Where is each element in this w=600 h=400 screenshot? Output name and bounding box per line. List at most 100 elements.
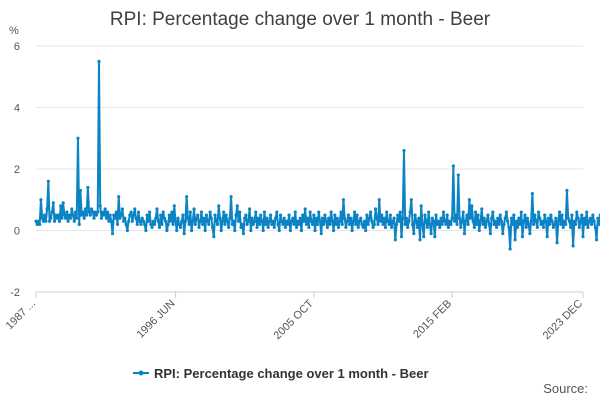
data-point — [115, 222, 120, 226]
data-point — [446, 225, 451, 230]
data-point — [423, 213, 427, 217]
data-point — [88, 213, 92, 217]
data-point — [555, 241, 559, 245]
data-point — [250, 216, 254, 220]
data-point — [246, 219, 250, 223]
data-point — [596, 216, 600, 220]
data-point — [215, 222, 220, 226]
data-point — [283, 225, 288, 230]
data-point — [117, 195, 121, 199]
data-point — [266, 225, 270, 230]
data-point — [394, 222, 399, 226]
data-point — [80, 213, 84, 217]
data-point — [122, 219, 126, 223]
data-point — [566, 216, 570, 220]
data-point — [138, 219, 142, 223]
data-point — [586, 225, 590, 230]
series-line — [35, 60, 600, 250]
data-point — [515, 225, 520, 230]
data-point — [487, 222, 491, 226]
data-point — [386, 219, 390, 223]
data-point — [457, 216, 462, 220]
data-point — [398, 210, 402, 214]
legend[interactable]: RPI: Percentage change over 1 month - Be… — [133, 366, 429, 381]
data-point — [325, 225, 329, 230]
data-point — [585, 210, 589, 214]
data-point — [278, 213, 283, 217]
data-point — [135, 222, 139, 226]
data-point — [131, 213, 136, 217]
data-point — [577, 225, 581, 230]
data-point — [331, 228, 336, 233]
data-point — [151, 219, 155, 223]
data-point — [277, 228, 281, 233]
data-point — [123, 216, 127, 220]
data-point — [359, 216, 363, 220]
data-point — [271, 219, 275, 223]
data-point — [273, 216, 278, 220]
data-point — [403, 222, 407, 226]
data-point — [203, 228, 207, 233]
data-point — [181, 213, 185, 217]
data-point — [299, 228, 304, 233]
data-point — [486, 213, 490, 217]
data-point — [357, 219, 362, 223]
data-point — [112, 213, 116, 217]
data-point — [511, 222, 515, 226]
data-point — [245, 222, 249, 226]
data-point — [525, 216, 530, 220]
data-point — [82, 216, 86, 220]
data-point — [438, 225, 442, 230]
data-point — [182, 231, 186, 236]
data-point — [369, 210, 373, 214]
data-point — [313, 228, 317, 233]
data-point — [475, 222, 479, 226]
data-point — [503, 216, 507, 220]
data-point — [478, 219, 483, 223]
data-point — [293, 210, 297, 214]
data-point — [213, 213, 217, 217]
data-point — [282, 216, 286, 220]
data-point — [103, 207, 107, 211]
data-point — [144, 228, 148, 233]
data-point — [456, 173, 460, 177]
data-point — [270, 222, 274, 226]
data-point — [387, 222, 391, 226]
data-point — [529, 219, 533, 223]
y-tick-label: -2 — [10, 287, 20, 299]
data-point — [399, 235, 404, 239]
data-point — [46, 179, 50, 183]
data-point — [413, 213, 417, 217]
data-point — [54, 213, 58, 217]
data-point — [519, 210, 523, 214]
data-point — [83, 207, 87, 211]
data-point — [97, 59, 101, 63]
data-point — [377, 198, 381, 202]
data-point — [490, 216, 494, 220]
data-point — [312, 213, 316, 217]
data-point — [339, 210, 343, 214]
data-point — [508, 247, 512, 251]
data-point — [461, 210, 465, 214]
data-point — [480, 207, 484, 211]
data-point — [120, 207, 125, 211]
data-point — [406, 225, 410, 230]
data-point — [462, 231, 467, 236]
data-point — [523, 213, 527, 217]
data-point — [335, 216, 339, 220]
data-point — [227, 225, 231, 230]
data-point — [451, 164, 455, 168]
data-point — [576, 216, 580, 220]
data-point — [64, 216, 68, 220]
data-point — [422, 235, 426, 239]
data-point — [322, 222, 326, 226]
data-point — [485, 219, 489, 223]
data-point — [524, 225, 528, 230]
data-point — [420, 222, 425, 226]
data-point — [60, 216, 64, 220]
data-point — [560, 213, 564, 217]
data-point — [223, 222, 227, 226]
data-point — [260, 219, 264, 223]
legend-marker-icon — [138, 370, 144, 376]
data-point — [104, 216, 108, 220]
